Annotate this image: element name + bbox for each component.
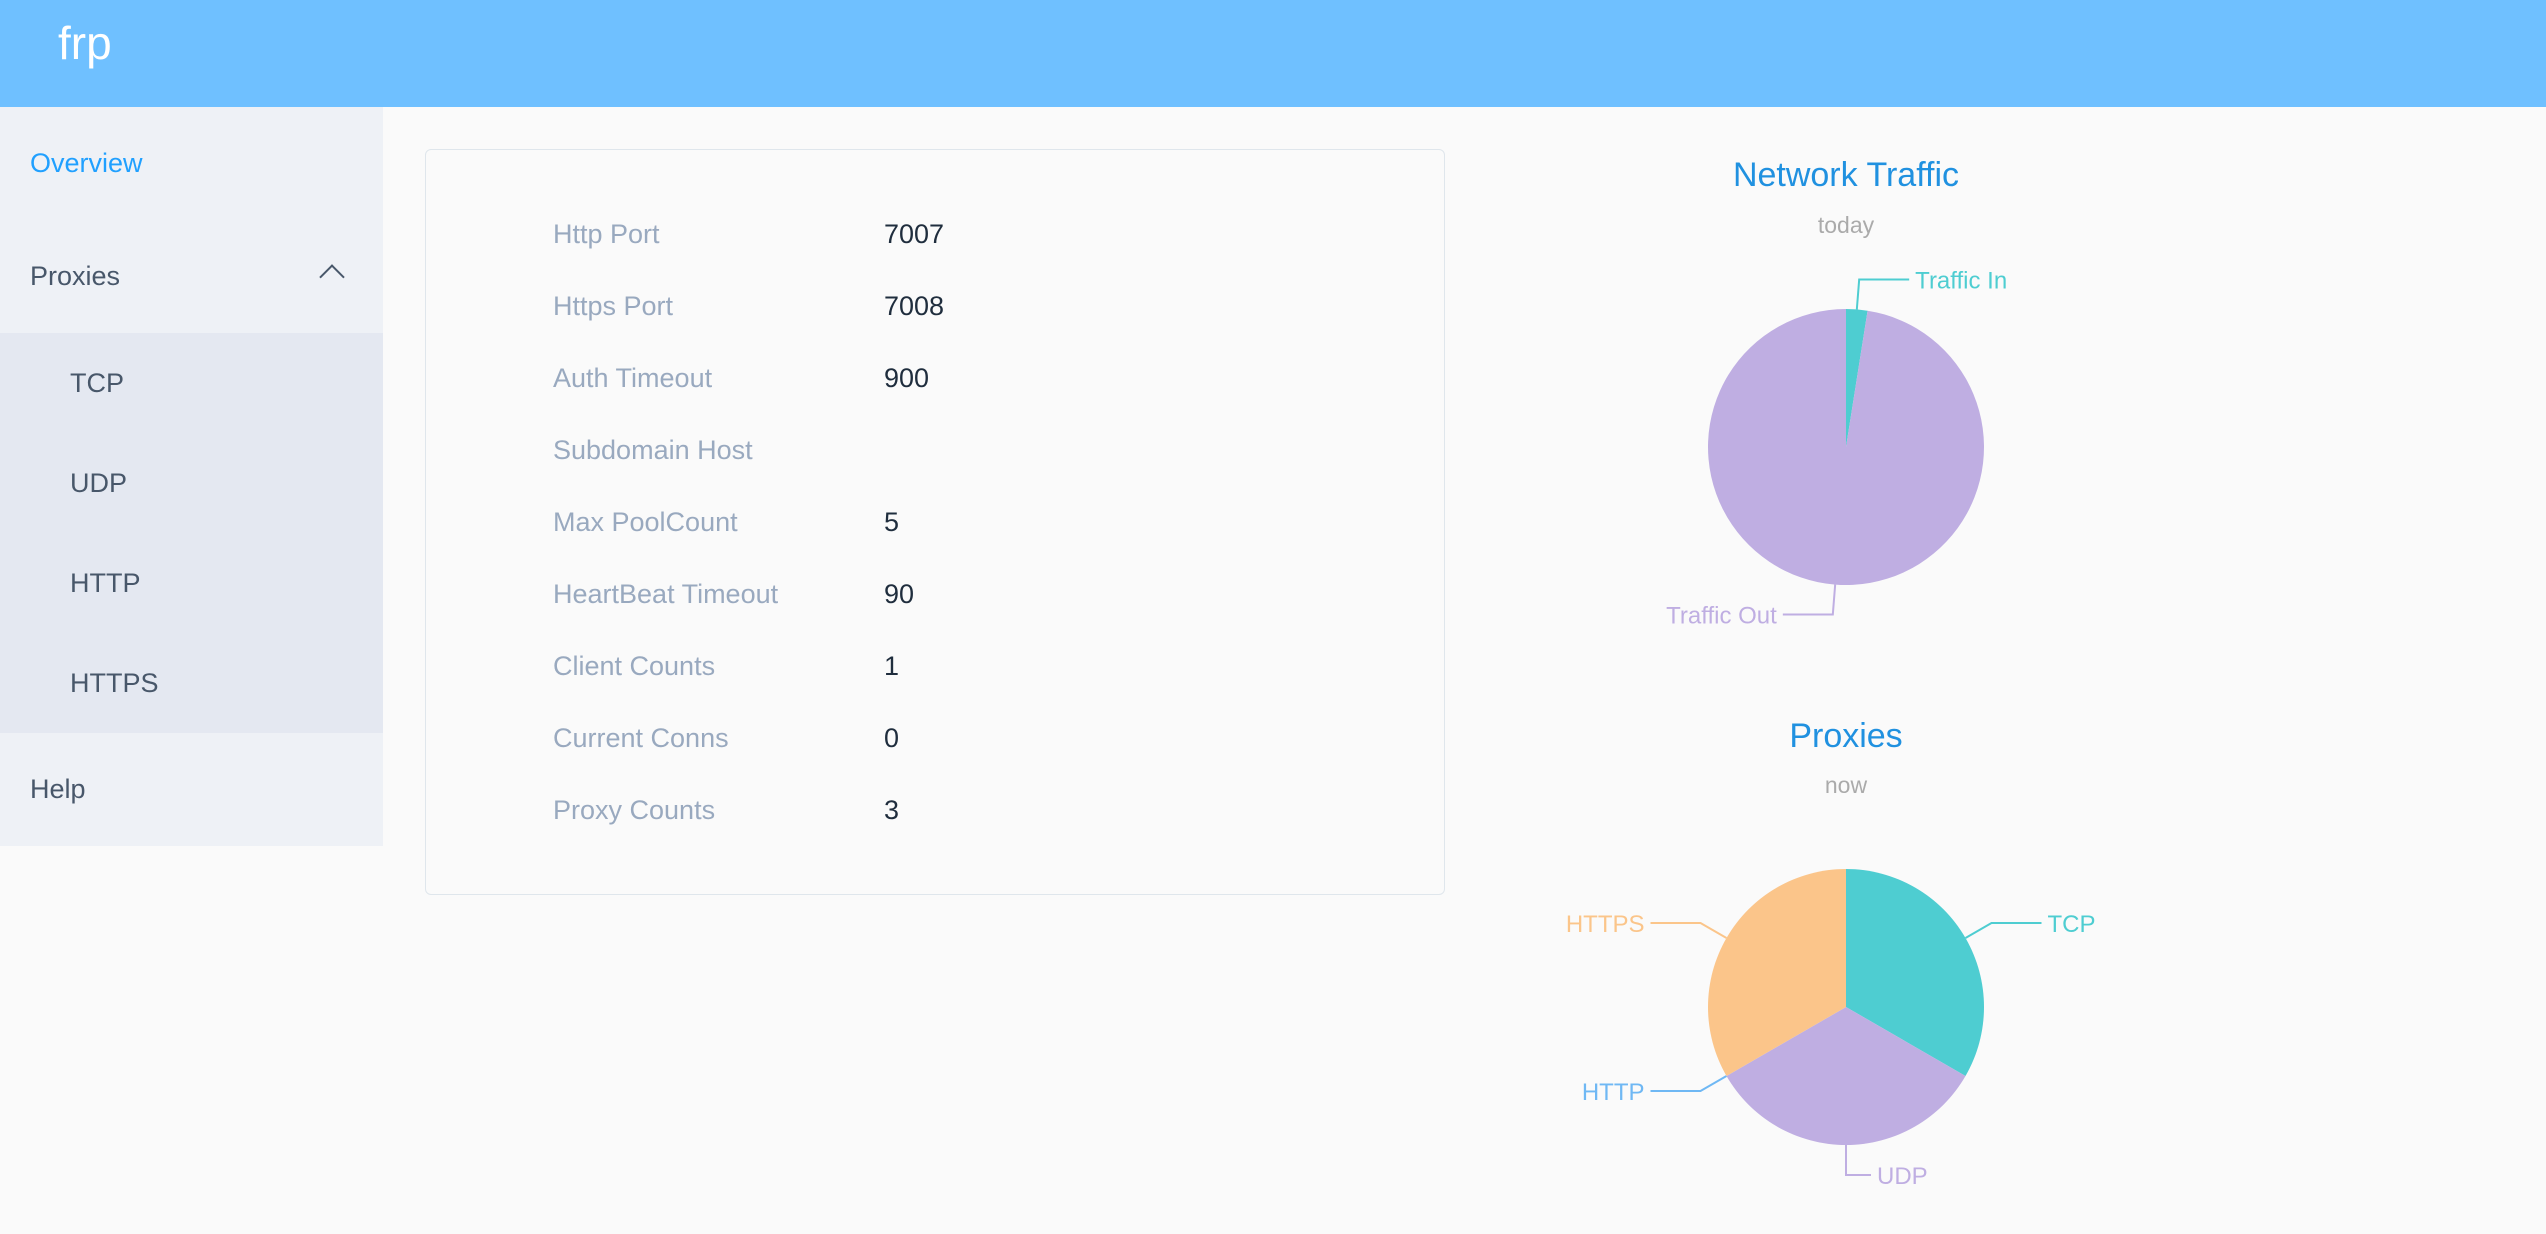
label-line — [1855, 278, 1910, 310]
info-label: Https Port — [553, 291, 674, 321]
sidebar-item-udp[interactable]: UDP — [0, 433, 383, 533]
pie-label: Traffic Out — [1666, 602, 1777, 629]
pie-slice-traffic-out[interactable] — [1708, 309, 1984, 585]
info-value: 5 — [884, 507, 900, 537]
info-value: 3 — [884, 795, 900, 825]
pie-slice-https[interactable] — [1708, 869, 1846, 1076]
sidebar-item-tcp[interactable]: TCP — [0, 333, 383, 433]
server-info-card: Http Port 7007 Https Port 7008 Auth Timeout 9… — [425, 149, 1445, 895]
chart-title: Network Traffic — [1733, 156, 1959, 194]
sidebar-item-help[interactable]: Help — [0, 733, 383, 846]
pie-label: Traffic In — [1915, 268, 2007, 295]
pie-label: HTTP — [1582, 1079, 1645, 1106]
info-label: Proxy Counts — [553, 795, 716, 825]
sidebar-item-https[interactable]: HTTPS — [0, 633, 383, 733]
pie-label: UDP — [1877, 1163, 1928, 1190]
chart-subtitle: now — [1825, 772, 1868, 798]
pie-slice-traffic-in[interactable] — [1846, 309, 1868, 447]
info-value: 7007 — [884, 219, 945, 249]
info-label: Subdomain Host — [553, 435, 753, 465]
info-value: 900 — [884, 363, 930, 393]
pie-slice-tcp[interactable] — [1846, 869, 1984, 1076]
info-label: Auth Timeout — [553, 363, 713, 393]
label-line — [1845, 1145, 1871, 1176]
label-line — [1650, 922, 1727, 939]
pie-label: HTTPS — [1566, 911, 1645, 938]
header: frp — [0, 0, 2546, 107]
label-line — [1782, 584, 1837, 616]
pie-label: TCP — [2047, 911, 2095, 938]
info-value: 1 — [884, 651, 900, 681]
sidebar-item-proxies[interactable]: Proxies — [0, 220, 383, 333]
info-label: Client Counts — [553, 651, 716, 681]
info-label: Current Conns — [553, 723, 729, 753]
sidebar-item-http[interactable]: HTTP — [0, 533, 383, 633]
chart-subtitle: today — [1818, 212, 1875, 238]
info-value: 90 — [884, 579, 915, 609]
info-value: 7008 — [884, 291, 945, 321]
info-label: Http Port — [553, 219, 660, 249]
app-logo[interactable]: frp — [58, 17, 112, 69]
sidebar: Overview Proxies TCP UDP HTTP HTTPS Help — [0, 107, 383, 846]
label-line — [1965, 922, 2042, 939]
sidebar-item-overview[interactable]: Overview — [0, 107, 383, 220]
label-line — [1650, 1075, 1727, 1092]
sidebar-item-label: Proxies — [30, 261, 121, 291]
info-value: 0 — [884, 723, 900, 753]
info-label: HeartBeat Timeout — [553, 579, 779, 609]
chart-title: Proxies — [1789, 717, 1902, 755]
info-label: Max PoolCount — [553, 507, 738, 537]
